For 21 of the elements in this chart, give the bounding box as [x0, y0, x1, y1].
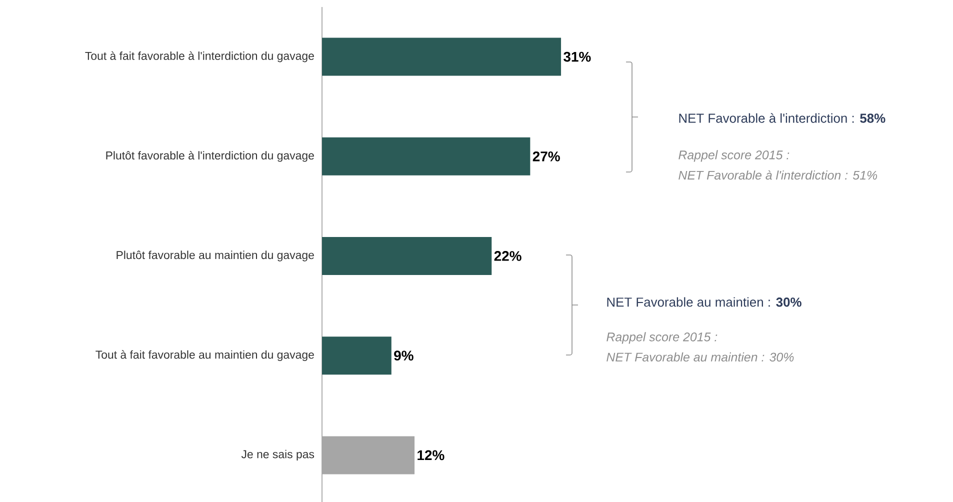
- data-label: 27%: [532, 151, 560, 162]
- y-tick-label: Tout à fait favorable au maintien du gavage: [96, 350, 314, 361]
- text: NET Favorable à l'interdiction : 51%: [678, 170, 878, 180]
- y-tick-label: Je ne sais pas: [241, 450, 314, 461]
- text: Rappel score 2015 :: [606, 332, 718, 344]
- text: NET Favorable au maintien : 30%: [606, 352, 794, 362]
- data-label: 9%: [394, 350, 414, 361]
- y-tick-label: Plutôt favorable au maintien du gavage: [116, 250, 314, 262]
- text: Rappel score 2015 :: [678, 150, 790, 162]
- data-label: 12%: [418, 450, 444, 460]
- bar: [322, 236, 492, 275]
- text: NET Favorable au maintien : 30%: [607, 297, 802, 307]
- text: NET Favorable à l'interdiction : 58%: [679, 113, 886, 123]
- bar: [322, 336, 392, 375]
- bar: [322, 137, 530, 176]
- y-tick-label: Plutôt favorable à l'interdiction du gavage: [106, 150, 314, 162]
- data-label: 22%: [494, 251, 522, 261]
- y-tick-label: Tout à fait favorable à l'interdiction du gavage: [85, 51, 314, 62]
- bar: [322, 38, 562, 76]
- bar: [322, 436, 415, 474]
- data-label: 31%: [564, 52, 591, 62]
